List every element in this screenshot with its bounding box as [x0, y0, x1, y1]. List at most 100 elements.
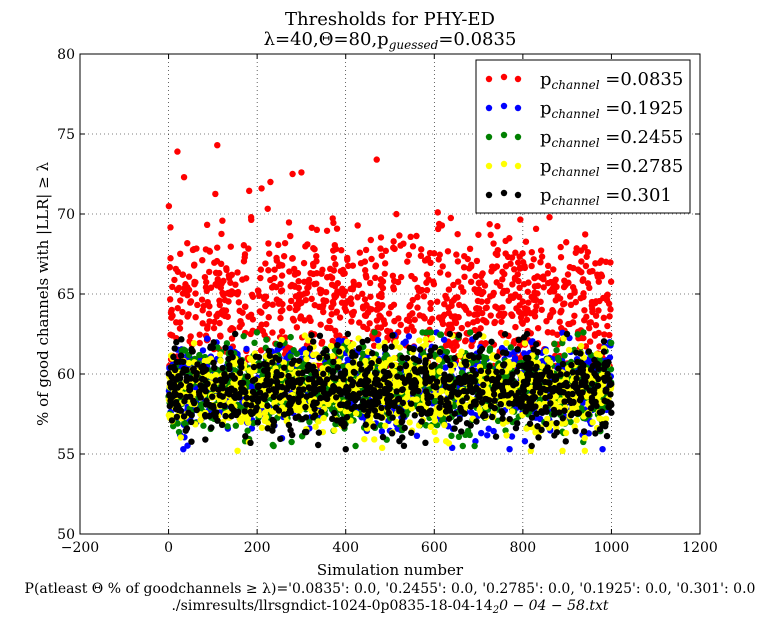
data-point	[349, 286, 356, 293]
data-point	[596, 259, 603, 266]
subtitle-suffix: =0.0835	[438, 29, 516, 50]
data-point	[450, 281, 457, 289]
data-point	[607, 339, 615, 347]
data-point	[167, 224, 174, 231]
data-point	[208, 424, 215, 431]
data-point	[463, 419, 471, 427]
data-point	[342, 300, 349, 307]
data-point	[243, 394, 250, 401]
data-point	[399, 386, 406, 393]
data-point	[552, 376, 560, 383]
data-point	[217, 357, 224, 364]
data-point	[333, 417, 341, 424]
data-point	[227, 243, 234, 250]
data-point	[427, 329, 435, 336]
data-point	[262, 392, 269, 399]
subtitle-subscript: guessed	[389, 38, 439, 52]
data-point	[569, 410, 576, 417]
data-point	[391, 317, 398, 325]
data-point	[355, 345, 363, 352]
data-point	[441, 421, 448, 429]
data-point	[454, 294, 461, 301]
data-point	[342, 307, 350, 315]
data-point	[405, 376, 413, 383]
data-point	[557, 309, 564, 316]
data-point	[604, 322, 611, 330]
data-point	[173, 319, 180, 326]
data-point	[243, 345, 250, 353]
data-point	[430, 383, 437, 390]
data-point	[263, 336, 270, 343]
data-point	[467, 263, 475, 270]
data-point	[399, 354, 406, 362]
data-point	[209, 393, 216, 400]
data-point	[262, 293, 270, 300]
data-point	[234, 391, 242, 399]
data-point	[486, 347, 493, 354]
data-point	[427, 423, 435, 431]
data-point	[477, 367, 485, 375]
data-point	[446, 376, 453, 383]
data-point	[544, 270, 552, 277]
data-point	[174, 304, 181, 312]
data-point	[525, 299, 532, 306]
data-point	[184, 292, 191, 299]
data-point	[495, 374, 502, 381]
data-point	[295, 413, 302, 420]
data-point	[194, 301, 201, 309]
data-point	[264, 300, 271, 308]
data-point	[372, 262, 380, 269]
data-point	[470, 319, 477, 326]
data-point	[203, 278, 210, 286]
data-point	[456, 415, 463, 423]
data-point	[436, 348, 444, 356]
data-point	[202, 366, 210, 373]
data-point	[263, 320, 270, 328]
data-point	[447, 321, 455, 328]
data-point	[222, 412, 229, 420]
data-point	[422, 421, 430, 429]
data-point	[221, 372, 229, 380]
data-point	[298, 291, 306, 298]
data-point	[488, 338, 495, 345]
data-point	[265, 387, 273, 394]
data-point	[215, 386, 222, 393]
data-point	[240, 332, 247, 340]
data-point	[349, 359, 357, 366]
data-point	[430, 280, 438, 288]
data-point	[550, 266, 557, 273]
data-point	[168, 417, 176, 424]
data-point	[591, 332, 599, 339]
data-point	[356, 360, 364, 368]
data-point	[553, 283, 560, 291]
data-point	[295, 278, 302, 285]
data-point	[576, 397, 584, 404]
data-point	[451, 354, 458, 362]
data-point	[244, 373, 251, 380]
data-point	[378, 444, 386, 452]
data-point	[546, 393, 554, 400]
data-point	[216, 319, 223, 327]
data-point	[413, 396, 420, 403]
data-point	[546, 313, 554, 321]
data-point	[165, 202, 173, 210]
data-point	[316, 332, 324, 340]
subtitle-prefix: λ=40,Θ=80,p	[264, 29, 389, 50]
data-point	[608, 409, 615, 416]
data-point	[293, 350, 301, 357]
data-point	[445, 415, 453, 422]
data-point	[436, 269, 444, 276]
data-point	[514, 346, 521, 353]
data-point	[433, 436, 440, 444]
data-point	[173, 413, 181, 421]
data-point	[343, 338, 351, 345]
data-point	[544, 415, 551, 423]
data-point	[493, 383, 500, 390]
data-point	[589, 419, 596, 426]
data-point	[319, 338, 326, 346]
data-point	[520, 334, 528, 341]
data-point	[403, 354, 411, 362]
data-point	[218, 309, 225, 316]
data-point	[262, 260, 269, 267]
data-point	[234, 288, 242, 296]
